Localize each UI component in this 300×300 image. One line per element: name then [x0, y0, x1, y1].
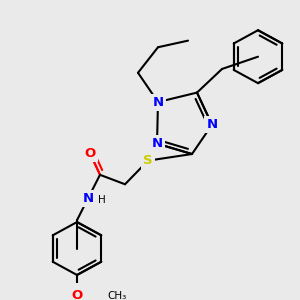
Text: N: N — [206, 118, 218, 131]
Text: O: O — [71, 289, 82, 300]
Text: CH₃: CH₃ — [107, 291, 126, 300]
Text: N: N — [152, 137, 163, 150]
Text: H: H — [98, 195, 106, 205]
Text: S: S — [143, 154, 153, 167]
Text: N: N — [152, 96, 164, 109]
Text: N: N — [82, 192, 94, 205]
Text: O: O — [84, 147, 96, 160]
